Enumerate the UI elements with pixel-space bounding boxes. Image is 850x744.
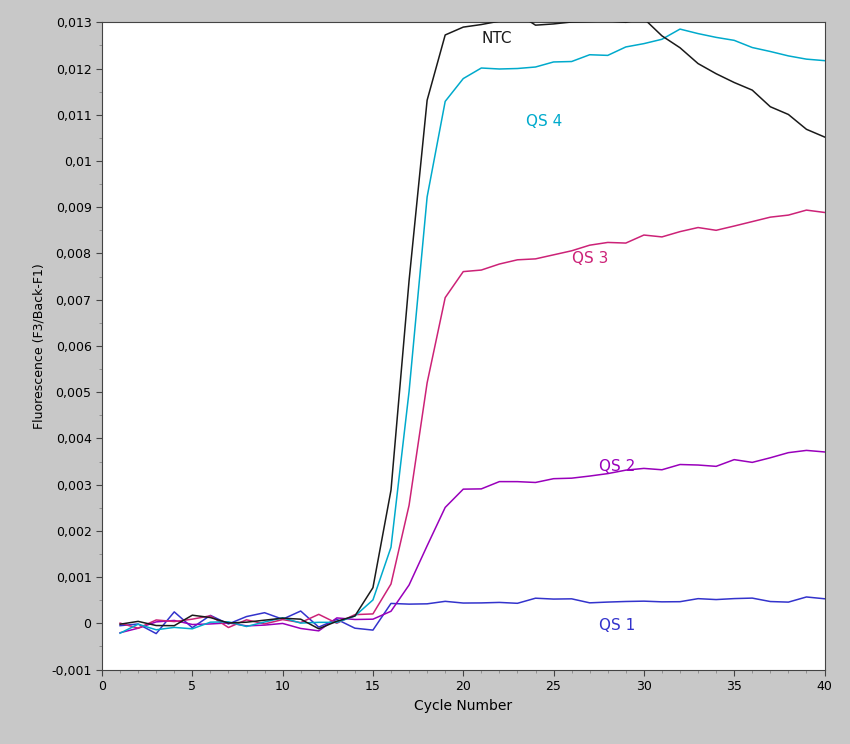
Text: QS 4: QS 4 [526, 115, 563, 129]
Y-axis label: Fluorescence (F3/Back-F1): Fluorescence (F3/Back-F1) [32, 263, 46, 429]
Text: QS 2: QS 2 [598, 458, 635, 474]
Text: NTC: NTC [481, 31, 512, 46]
X-axis label: Cycle Number: Cycle Number [414, 699, 513, 713]
Text: QS 3: QS 3 [571, 251, 608, 266]
Text: QS 1: QS 1 [598, 618, 635, 633]
